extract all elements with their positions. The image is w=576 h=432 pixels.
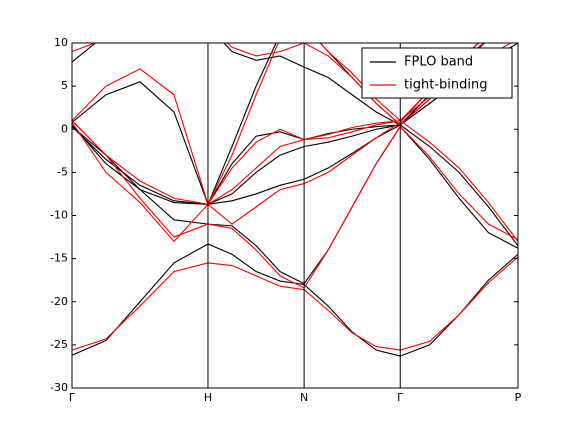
y-tick-label: -10 bbox=[50, 209, 68, 222]
y-tick-label: -15 bbox=[50, 252, 68, 265]
y-tick-label: -25 bbox=[50, 338, 68, 351]
x-tick-label: H bbox=[204, 391, 212, 404]
x-tick-label: N bbox=[300, 391, 308, 404]
x-tick-label: Γ bbox=[69, 391, 76, 404]
y-tick-label: -5 bbox=[57, 165, 68, 178]
band-line bbox=[72, 43, 480, 206]
band-line bbox=[72, 43, 485, 205]
y-tick-label: -20 bbox=[50, 295, 68, 308]
band-line bbox=[72, 120, 518, 289]
legend-label: FPLO band bbox=[404, 55, 473, 70]
y-tick-label: 0 bbox=[61, 122, 68, 135]
x-tick-label: Γ bbox=[397, 391, 404, 404]
band-line bbox=[207, 43, 485, 205]
legend: FPLO band tight-binding bbox=[361, 47, 513, 99]
legend-label: tight-binding bbox=[404, 78, 487, 93]
band-line bbox=[207, 43, 486, 205]
x-tick-label: P bbox=[515, 391, 522, 404]
y-tick-label: -30 bbox=[50, 381, 68, 394]
y-tick-label: 5 bbox=[61, 79, 68, 92]
legend-box bbox=[361, 47, 513, 99]
band-line bbox=[72, 243, 518, 357]
band-line bbox=[72, 43, 480, 206]
y-tick-label: 10 bbox=[54, 36, 68, 49]
